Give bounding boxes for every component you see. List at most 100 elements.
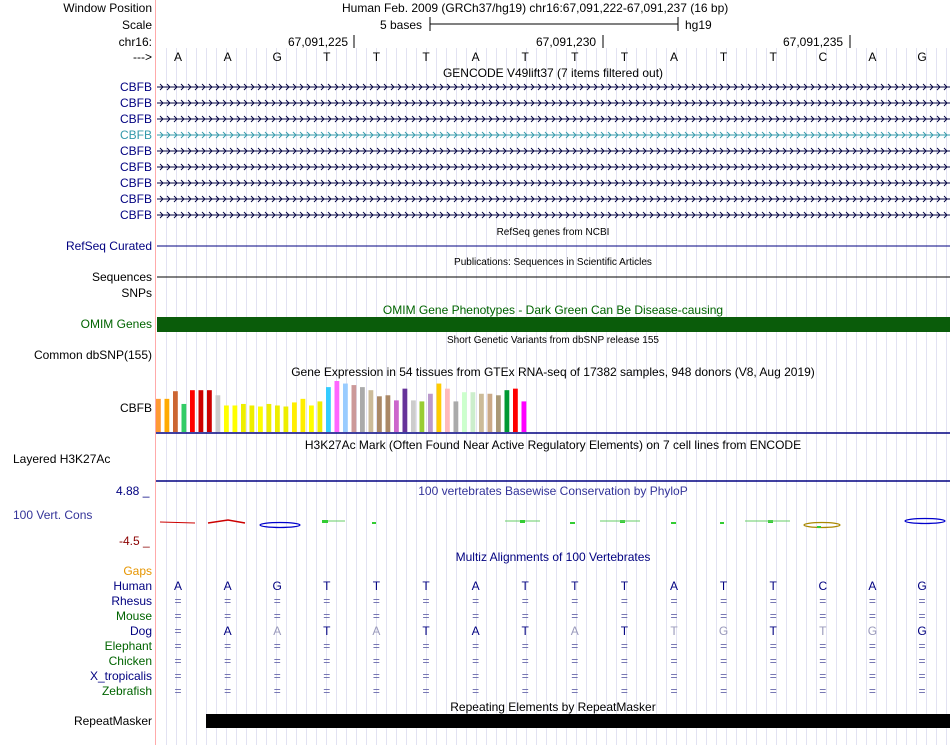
- alignment-base: =: [720, 669, 727, 683]
- species-label[interactable]: Rhesus: [111, 594, 152, 608]
- alignment-base: =: [174, 654, 181, 668]
- alignment-base: =: [670, 609, 677, 623]
- cons-mark: [259, 521, 301, 529]
- gtex-expression-bars[interactable]: [156, 381, 527, 432]
- snps-label[interactable]: SNPs: [121, 286, 152, 300]
- species-label[interactable]: Dog: [129, 624, 152, 638]
- species-label[interactable]: Elephant: [104, 639, 152, 653]
- scale-bar-text: 5 bases: [380, 18, 423, 32]
- refseq-label[interactable]: RefSeq Curated: [65, 239, 152, 253]
- alignment-base: A: [472, 624, 480, 638]
- gtex-tissue-bar: [360, 387, 365, 432]
- gtex-tissue-bar: [156, 398, 161, 432]
- gencode-gene-label[interactable]: CBFB: [119, 80, 152, 94]
- alignment-base: T: [422, 579, 430, 593]
- gtex-tissue-bar: [190, 390, 195, 432]
- alignment-base: =: [323, 669, 330, 683]
- gencode-gene-label[interactable]: CBFB: [119, 192, 152, 206]
- omim-gene-bar[interactable]: [157, 317, 950, 332]
- repeatmasker-label[interactable]: RepeatMasker: [73, 714, 152, 728]
- gtex-tissue-bar: [300, 398, 306, 432]
- alignment-base: T: [621, 579, 629, 593]
- gaps-label[interactable]: Gaps: [123, 564, 152, 578]
- species-label[interactable]: Mouse: [115, 609, 152, 623]
- gtex-tissue-bar: [224, 405, 229, 432]
- gencode-gene-label[interactable]: CBFB: [119, 160, 152, 174]
- multiz-alignment-rows[interactable]: A A G T T T A T T T A T T C A G= = = = = = = = = = = = = = = == = = = = = = =…: [174, 579, 927, 698]
- gencode-gene-label[interactable]: CBFB: [119, 112, 152, 126]
- alignment-base: =: [373, 639, 380, 653]
- alignment-base: =: [918, 684, 925, 698]
- h3k27ac-track-title: H3K27Ac Mark (Often Found Near Active Re…: [304, 438, 802, 452]
- alignment-base: =: [819, 594, 826, 608]
- cons-mark: [520, 520, 525, 523]
- gencode-strand-arrows: [159, 115, 948, 123]
- gencode-strand-arrows: [159, 211, 948, 219]
- alignment-base: =: [274, 669, 281, 683]
- strand-label[interactable]: --->: [133, 50, 152, 64]
- species-label[interactable]: Chicken: [108, 654, 152, 668]
- gtex-tissue-bar: [266, 403, 272, 432]
- alignment-base: =: [670, 639, 677, 653]
- alignment-base: =: [869, 669, 876, 683]
- alignment-base: =: [621, 639, 628, 653]
- alignment-base: =: [323, 684, 330, 698]
- dbsnp-label[interactable]: Common dbSNP(155): [33, 348, 152, 362]
- alignment-base: =: [422, 654, 429, 668]
- gtex-tissue-bar: [479, 393, 484, 432]
- dbsnp-track-title: Short Genetic Variants from dbSNP releas…: [447, 335, 659, 346]
- alignment-base: =: [373, 669, 380, 683]
- alignment-base: =: [422, 594, 429, 608]
- gencode-gene-label[interactable]: CBFB: [119, 144, 152, 158]
- sequence-base: T: [323, 50, 331, 64]
- gtex-tissue-bar: [215, 395, 221, 432]
- gtex-tissue-bar: [326, 387, 331, 432]
- cons-min-label: -4.5 _: [119, 534, 150, 548]
- omim-label[interactable]: OMIM Genes: [80, 317, 152, 331]
- alignment-base: =: [819, 639, 826, 653]
- gencode-gene-label[interactable]: CBFB: [119, 208, 152, 222]
- sequence-base: T: [770, 50, 778, 64]
- gtex-tissue-bar: [207, 390, 212, 432]
- publications-label[interactable]: Sequences: [91, 270, 152, 284]
- position-label-2: 67,091,230: [536, 35, 597, 49]
- sequence-base: A: [224, 50, 232, 64]
- gencode-strand-arrows: [159, 131, 948, 139]
- alignment-base: =: [522, 609, 529, 623]
- cons-max-label: 4.88 _: [116, 484, 150, 498]
- gtex-gene-label[interactable]: CBFB: [119, 401, 152, 415]
- species-label[interactable]: Zebrafish: [101, 684, 152, 698]
- gencode-gene-models[interactable]: [157, 83, 950, 219]
- alignment-base: T: [770, 624, 778, 638]
- cons-mark: [817, 526, 821, 528]
- window-position-value: Human Feb. 2009 (GRCh37/hg19) chr16:67,0…: [342, 1, 729, 15]
- gencode-gene-label[interactable]: CBFB: [119, 128, 152, 142]
- gtex-track-title: Gene Expression in 54 tissues from GTEx …: [291, 365, 815, 379]
- alignment-base: A: [472, 579, 480, 593]
- species-label[interactable]: Human: [113, 579, 152, 593]
- alignment-base: G: [719, 624, 728, 638]
- alignment-base: =: [224, 684, 231, 698]
- alignment-base: =: [918, 639, 925, 653]
- species-label[interactable]: X_tropicalis: [89, 669, 152, 683]
- alignment-base: =: [422, 684, 429, 698]
- repeatmasker-element[interactable]: [206, 714, 950, 728]
- gencode-strand-arrows: [159, 99, 948, 107]
- gtex-tissue-bar: [368, 390, 374, 432]
- gencode-gene-label[interactable]: CBFB: [119, 96, 152, 110]
- cons-label[interactable]: 100 Vert. Cons: [13, 508, 93, 522]
- gtex-tissue-bar: [496, 395, 501, 432]
- sequence-base: G: [273, 50, 282, 64]
- gencode-gene-label[interactable]: CBFB: [119, 176, 152, 190]
- conservation-marks[interactable]: [159, 517, 946, 529]
- alignment-base: =: [819, 609, 826, 623]
- gtex-tissue-bar: [504, 390, 510, 432]
- gtex-tissue-bar: [470, 392, 476, 432]
- gtex-tissue-bar: [377, 396, 382, 432]
- alignment-base: =: [224, 609, 231, 623]
- alignment-base: T: [522, 624, 530, 638]
- h3k27ac-label[interactable]: Layered H3K27Ac: [13, 452, 111, 466]
- gtex-tissue-bar: [436, 383, 442, 432]
- alignment-base: =: [571, 669, 578, 683]
